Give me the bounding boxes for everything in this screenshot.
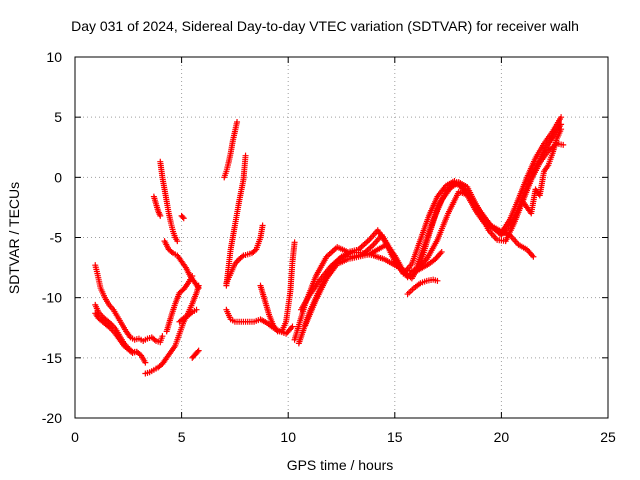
x-tick-label: 10 [280, 429, 296, 445]
data-point [434, 277, 441, 284]
data-point [157, 212, 164, 219]
x-tick-label: 0 [71, 429, 79, 445]
data-point [193, 306, 200, 313]
data-series [297, 188, 537, 313]
y-tick-label: 5 [54, 109, 62, 125]
data-point [195, 285, 202, 292]
data-series [157, 158, 181, 245]
x-axis-label: GPS time / hours [287, 457, 394, 473]
data-point [291, 239, 298, 246]
y-axis-label: SDTVAR / TECUs [6, 182, 22, 294]
data-point [174, 238, 181, 245]
x-tick-label: 15 [387, 429, 403, 445]
data-point [242, 152, 249, 159]
x-tick-label: 25 [600, 429, 616, 445]
data-series [163, 273, 196, 335]
y-tick-label: -10 [42, 290, 62, 306]
y-tick-label: 10 [46, 49, 62, 65]
x-tick-labels: 0 5 10 15 20 25 [71, 429, 616, 445]
data-series [519, 126, 565, 217]
data-series [189, 347, 202, 361]
data-point [142, 359, 149, 366]
data-point [133, 348, 140, 355]
data-point [195, 347, 202, 354]
data-point [289, 323, 296, 330]
data-series [176, 306, 200, 325]
data-series [178, 212, 187, 222]
data-point [558, 114, 565, 121]
data-series [92, 301, 149, 366]
data-point [560, 141, 567, 148]
data-marks [92, 114, 567, 377]
data-point [558, 126, 565, 133]
data-series [404, 276, 441, 298]
data-point [530, 253, 537, 260]
data-point [259, 222, 266, 229]
data-series [223, 222, 266, 287]
y-tick-labels: -20 -15 -10 -5 0 5 10 [42, 49, 62, 426]
data-point [180, 215, 187, 222]
data-series [413, 248, 445, 275]
y-tick-label: -15 [42, 350, 62, 366]
grid-lines [75, 57, 608, 418]
data-point [179, 214, 186, 221]
data-series [142, 282, 202, 377]
data-series [257, 239, 298, 335]
data-series [221, 118, 241, 181]
data-series [92, 262, 166, 346]
x-tick-label: 5 [178, 429, 186, 445]
chart-title: Day 031 of 2024, Sidereal Day-to-day VTE… [71, 18, 579, 34]
axis-ticks [74, 56, 609, 419]
data-point [189, 273, 196, 280]
data-point [422, 257, 429, 264]
data-series [150, 193, 164, 219]
data-point [159, 333, 166, 340]
y-tick-label: -20 [42, 410, 62, 426]
data-point [234, 118, 241, 125]
data-series [302, 140, 567, 329]
data-point [194, 348, 201, 355]
data-series [161, 238, 202, 292]
x-tick-label: 20 [494, 429, 510, 445]
data-point [438, 248, 445, 255]
y-tick-label: -5 [50, 230, 63, 246]
plot-frame [74, 56, 609, 419]
data-series [92, 310, 140, 357]
y-tick-label: 0 [54, 169, 62, 185]
